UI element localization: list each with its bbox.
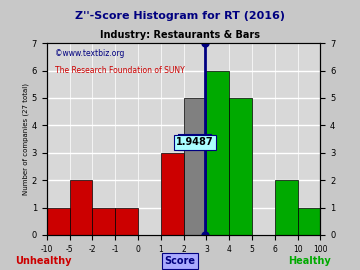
Bar bbox=[275, 180, 298, 235]
Bar bbox=[229, 98, 252, 235]
Bar bbox=[206, 70, 229, 235]
Text: The Research Foundation of SUNY: The Research Foundation of SUNY bbox=[55, 66, 185, 75]
Bar bbox=[47, 208, 69, 235]
Bar bbox=[93, 208, 115, 235]
Text: Score: Score bbox=[165, 256, 195, 266]
Y-axis label: Number of companies (27 total): Number of companies (27 total) bbox=[22, 83, 29, 195]
Bar bbox=[184, 98, 206, 235]
Text: Healthy: Healthy bbox=[288, 256, 331, 266]
Bar bbox=[298, 208, 320, 235]
Text: ©www.textbiz.org: ©www.textbiz.org bbox=[55, 49, 125, 58]
Text: Z''-Score Histogram for RT (2016): Z''-Score Histogram for RT (2016) bbox=[75, 11, 285, 21]
Bar bbox=[161, 153, 184, 235]
Text: Unhealthy: Unhealthy bbox=[15, 256, 71, 266]
Text: Industry: Restaurants & Bars: Industry: Restaurants & Bars bbox=[100, 30, 260, 40]
Text: 1.9487: 1.9487 bbox=[176, 137, 214, 147]
Bar bbox=[69, 180, 93, 235]
Bar bbox=[115, 208, 138, 235]
